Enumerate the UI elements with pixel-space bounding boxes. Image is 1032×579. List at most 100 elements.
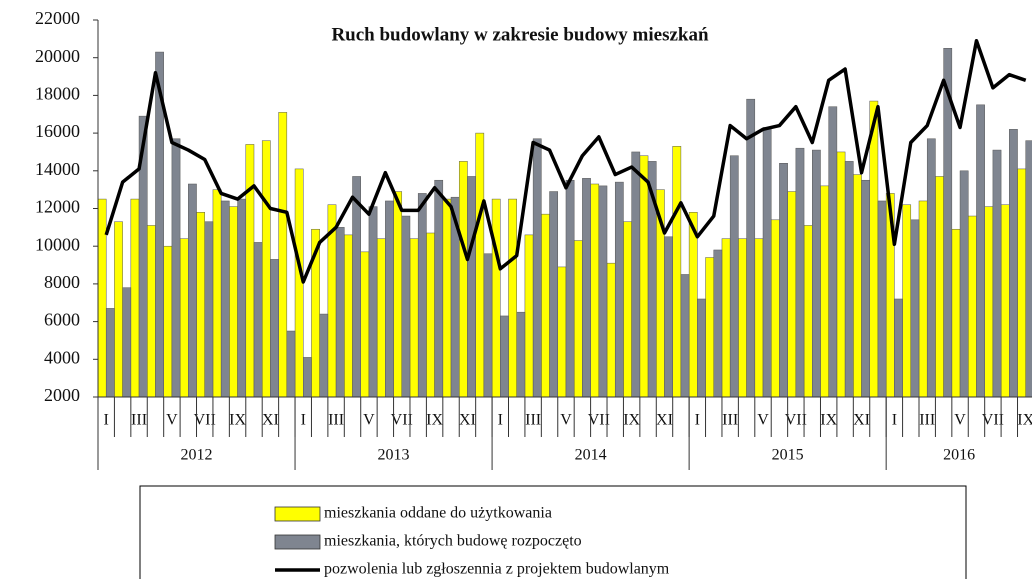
bar <box>163 245 173 398</box>
bar <box>1000 204 1010 398</box>
x-tick-label: III <box>722 412 738 429</box>
bar <box>926 138 936 398</box>
legend-label: mieszkania, których budowę rozpoczęto <box>324 533 582 550</box>
bar <box>426 232 435 398</box>
year-label: 2015 <box>772 447 804 464</box>
bar <box>541 213 550 398</box>
legend-label: mieszkania oddane do użytkowania <box>324 505 552 522</box>
legend-swatch <box>274 506 321 522</box>
bar <box>303 357 312 398</box>
year-label: 2012 <box>181 447 213 464</box>
y-tick-label: 8000 <box>44 272 80 292</box>
bar <box>114 221 123 398</box>
bar <box>631 151 641 398</box>
bar <box>795 147 805 398</box>
bar <box>179 238 189 398</box>
bar <box>130 198 140 398</box>
bar <box>483 253 493 398</box>
bar <box>286 330 296 398</box>
plot: I III V VII IX XI I III V VII IX XI I III V VII IX XI I III… <box>97 38 1032 470</box>
bar <box>803 225 813 398</box>
bar <box>516 311 526 398</box>
x-tick-label: I <box>892 412 897 429</box>
bar <box>902 204 912 398</box>
bar <box>261 140 271 398</box>
bar <box>549 191 559 398</box>
year-label: 2016 <box>943 447 975 464</box>
bar <box>97 198 107 398</box>
x-tick-label: XI <box>656 412 673 429</box>
bar <box>976 104 985 398</box>
chart-title: Ruch budowlany w zakresie budowy mieszka… <box>331 24 709 45</box>
bar <box>820 185 829 398</box>
bar <box>614 181 624 398</box>
bar <box>344 234 353 398</box>
bar <box>508 198 517 398</box>
x-tick-label: XI <box>262 412 279 429</box>
y-tick-label: 4000 <box>44 347 80 367</box>
y-tick-label: 10000 <box>35 234 80 254</box>
bar <box>984 206 994 398</box>
bar <box>836 151 846 398</box>
bar <box>385 200 394 398</box>
bar <box>409 238 419 398</box>
bar <box>738 238 747 398</box>
bar <box>894 298 903 398</box>
x-tick-label: III <box>919 412 935 429</box>
bar <box>557 266 567 398</box>
bar <box>565 179 575 398</box>
line <box>104 38 1027 284</box>
bar <box>401 215 411 398</box>
bar <box>253 242 263 398</box>
x-tick-label: VII <box>982 412 1004 429</box>
x-tick-label: IX <box>623 412 640 429</box>
x-tick-label: I <box>104 412 109 429</box>
x-tick-label: I <box>301 412 306 429</box>
bar <box>582 178 591 398</box>
bar <box>918 200 928 398</box>
y-tick-label: 20000 <box>35 46 80 66</box>
x-tick-label: V <box>363 412 375 429</box>
bar <box>1017 168 1026 398</box>
bar <box>196 212 205 398</box>
legend-swatch <box>274 534 321 550</box>
bar <box>212 189 222 398</box>
bar <box>664 236 673 398</box>
y-tick-label: 14000 <box>35 159 80 179</box>
bar <box>877 200 887 398</box>
bar <box>623 221 632 398</box>
bar <box>992 149 1002 398</box>
bar <box>697 298 706 398</box>
bar <box>968 215 977 398</box>
bar <box>532 138 542 398</box>
bar <box>762 127 772 398</box>
x-tick-label: I <box>498 412 503 429</box>
x-tick-label: IX <box>229 412 246 429</box>
bar <box>770 219 780 398</box>
bar <box>475 132 485 398</box>
bar <box>270 259 279 398</box>
bar <box>229 206 238 398</box>
bar <box>105 308 115 398</box>
bar <box>573 240 583 398</box>
bar <box>705 257 714 398</box>
bar <box>688 212 698 398</box>
bar <box>147 225 156 398</box>
x-tick-label: XI <box>459 412 476 429</box>
x-tick-label: VII <box>391 412 413 429</box>
bar <box>869 100 879 398</box>
bar <box>721 238 731 398</box>
bar <box>417 193 427 398</box>
x-tick-label: III <box>328 412 344 429</box>
bar <box>828 106 838 398</box>
x-tick-label: V <box>560 412 572 429</box>
x-tick-label: I <box>695 412 700 429</box>
x-tick-label: XI <box>853 412 870 429</box>
bar <box>442 198 452 398</box>
bar <box>467 176 476 398</box>
x-tick-label: VII <box>588 412 610 429</box>
bar <box>368 206 378 398</box>
bar <box>959 170 969 398</box>
bar <box>590 183 600 398</box>
